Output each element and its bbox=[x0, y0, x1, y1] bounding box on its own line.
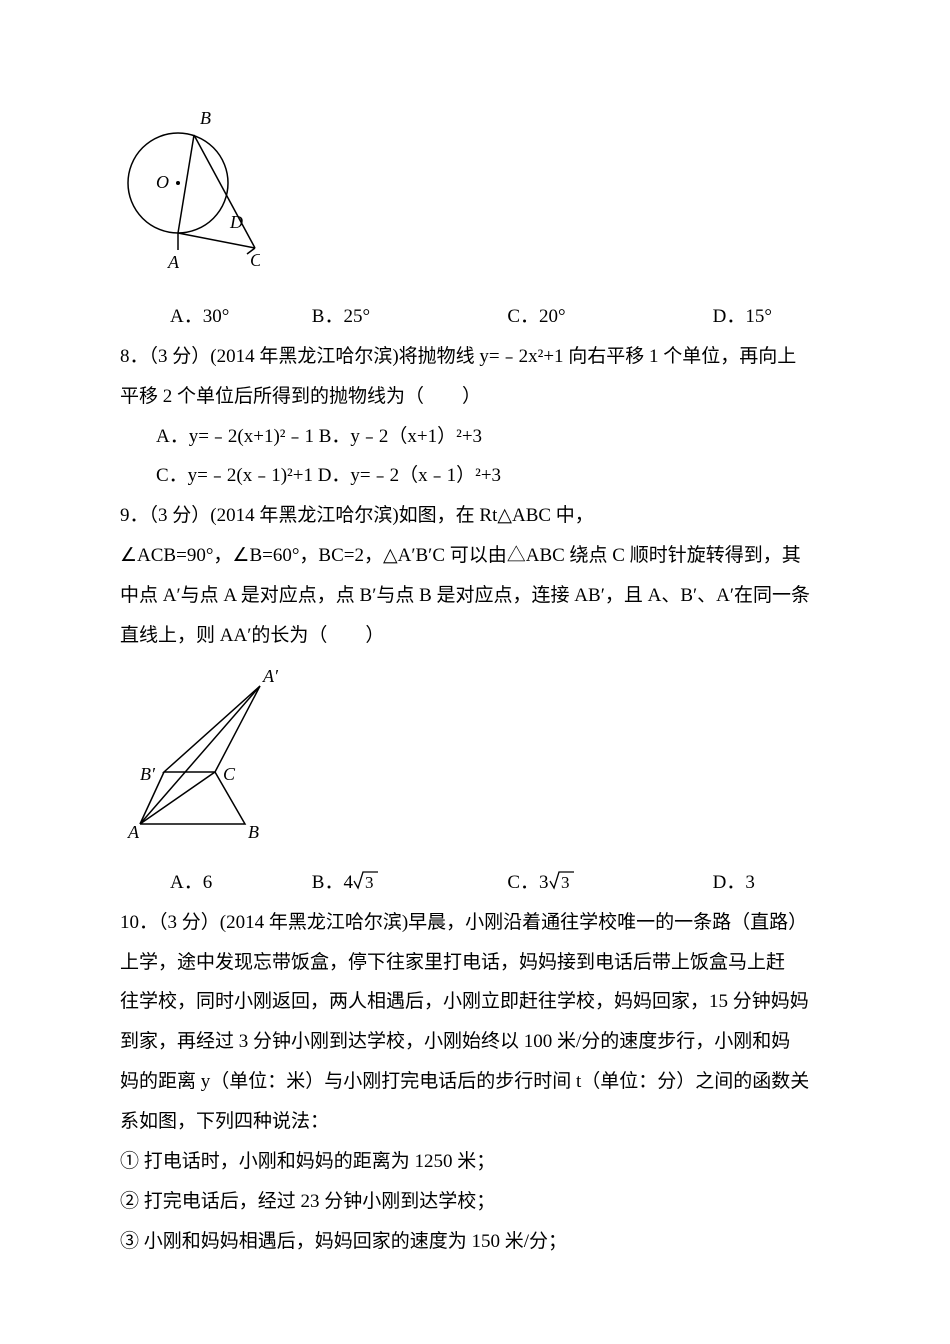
q7-options: A．30° B．25° C．20° D．15° bbox=[120, 297, 830, 337]
q9-opt-d: D．3 bbox=[713, 863, 830, 903]
q10-l5: 系如图，下列四种说法： bbox=[120, 1102, 830, 1142]
q10-l3: 到家，再经过 3 分钟小刚到达学校，小刚始终以 100 米/分的速度步行，小刚和… bbox=[120, 1022, 830, 1062]
q9-stem-d: 直线上，则 AA′的长为（ ） bbox=[120, 616, 830, 656]
svg-text:D: D bbox=[229, 212, 243, 232]
q10-l4: 妈的距离 y（单位：米）与小刚打完电话后的步行时间 t（单位：分）之间的函数关 bbox=[120, 1062, 830, 1102]
q9-stem-b: ∠ACB=90°，∠B=60°，BC=2，△A′B′C 可以由△ABC 绕点 C… bbox=[120, 536, 830, 576]
q8-stem-b: 平移 2 个单位后所得到的抛物线为（ ） bbox=[120, 377, 830, 417]
svg-text:A: A bbox=[127, 822, 140, 842]
svg-text:O: O bbox=[156, 172, 169, 192]
q10-l1: 上学，途中发现忘带饭盒，停下往家里打电话，妈妈接到电话后带上饭盒马上赶 bbox=[120, 943, 830, 983]
svg-text:A′: A′ bbox=[262, 666, 279, 686]
q9-options: A．6 B．4 3 C．3 3 D．3 bbox=[120, 863, 830, 903]
q8-line1: A．y=﹣2(x+1)²﹣1 B．y﹣2（x+1）²+3 bbox=[120, 417, 830, 457]
q7-svg: B O D A C bbox=[120, 108, 260, 278]
q10-l7: ② 打完电话后，经过 23 分钟小刚到达学校； bbox=[120, 1182, 830, 1222]
q9-stem-a: 9．（3 分）(2014 年黑龙江哈尔滨)如图，在 Rt△ABC 中， bbox=[120, 496, 830, 536]
svg-text:3: 3 bbox=[561, 873, 570, 891]
q9-svg: A′ B′ C A B bbox=[120, 664, 295, 844]
q7-opt-b: B．25° bbox=[312, 297, 508, 337]
svg-text:C: C bbox=[250, 250, 260, 270]
q9-c-pre: C．3 bbox=[507, 872, 548, 893]
q7-opt-c: C．20° bbox=[507, 297, 712, 337]
sqrt-icon: 3 bbox=[353, 869, 379, 891]
q10-l0: 10．（3 分）(2014 年黑龙江哈尔滨)早晨，小刚沿着通往学校唯一的一条路（… bbox=[120, 903, 830, 943]
svg-text:C: C bbox=[223, 764, 236, 784]
q8-line2: C．y=﹣2(x﹣1)²+1 D．y=﹣2（x﹣1）²+3 bbox=[120, 456, 830, 496]
q9-b-pre: B．4 bbox=[312, 872, 353, 893]
q8-stem-a: 8．（3 分）(2014 年黑龙江哈尔滨)将抛物线 y=﹣2x²+1 向右平移 … bbox=[120, 337, 830, 377]
sqrt-icon: 3 bbox=[549, 869, 575, 891]
q7-opt-d: D．15° bbox=[713, 297, 830, 337]
svg-text:B: B bbox=[248, 822, 259, 842]
q10-l6: ① 打电话时，小刚和妈妈的距离为 1250 米； bbox=[120, 1142, 830, 1182]
q7-figure: B O D A C bbox=[120, 108, 830, 293]
svg-text:3: 3 bbox=[365, 873, 374, 891]
q9-opt-b: B．4 3 bbox=[312, 863, 508, 903]
q9-opt-c: C．3 3 bbox=[507, 863, 712, 903]
q9-figure: A′ B′ C A B bbox=[120, 664, 830, 859]
q9-opt-a: A．6 bbox=[170, 863, 312, 903]
q9-stem-c: 中点 A′与点 A 是对应点，点 B′与点 B 是对应点，连接 AB′，且 A、… bbox=[120, 576, 830, 616]
svg-text:A: A bbox=[167, 252, 180, 272]
q7-opt-a: A．30° bbox=[170, 297, 312, 337]
svg-text:B: B bbox=[200, 108, 211, 128]
q10-l8: ③ 小刚和妈妈相遇后，妈妈回家的速度为 150 米/分； bbox=[120, 1222, 830, 1262]
svg-text:B′: B′ bbox=[140, 764, 156, 784]
q10-l2: 往学校，同时小刚返回，两人相遇后，小刚立即赶往学校，妈妈回家，15 分钟妈妈 bbox=[120, 982, 830, 1022]
